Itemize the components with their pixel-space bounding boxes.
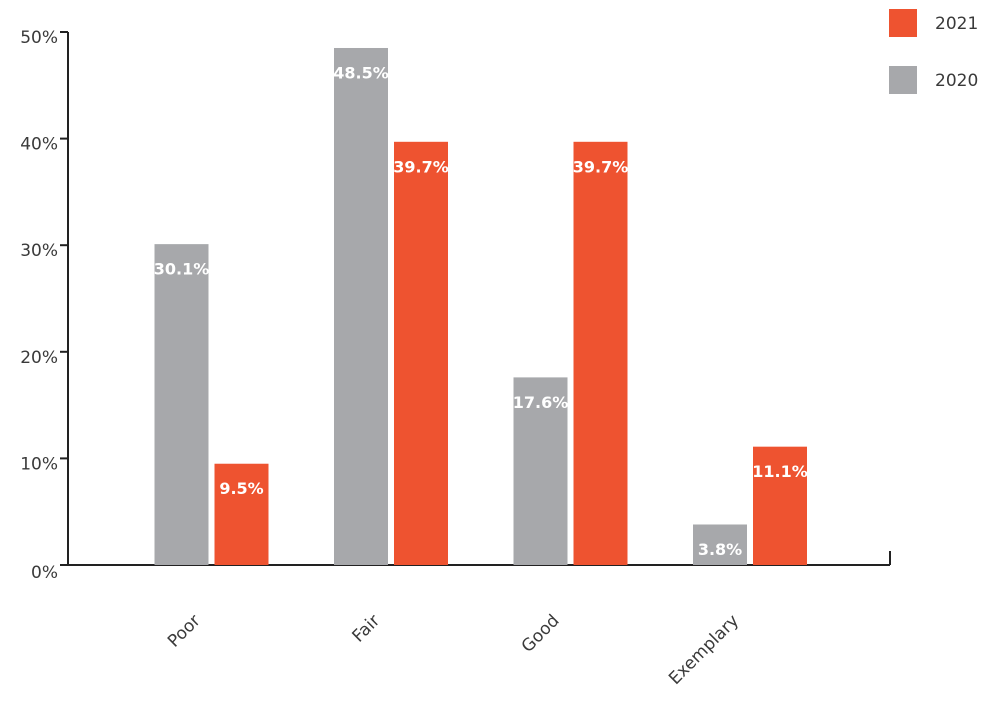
bar — [394, 141, 448, 565]
value-label: 30.1% — [154, 260, 210, 279]
bar — [753, 446, 807, 565]
value-label: 3.8% — [698, 540, 742, 559]
value-label: 17.6% — [513, 393, 569, 412]
legend-swatch — [889, 9, 917, 37]
legend-swatch — [889, 66, 917, 94]
legend-label: 2021 — [935, 14, 978, 34]
x-tick-label: Fair — [348, 611, 384, 647]
bar — [573, 141, 628, 565]
bar — [334, 47, 388, 566]
value-label: 39.7% — [573, 157, 629, 176]
y-tick-label: 50% — [20, 28, 58, 48]
value-label: 11.1% — [752, 462, 808, 481]
value-label: 39.7% — [393, 157, 449, 176]
value-label: 48.5% — [333, 63, 389, 82]
y-tick-label: 0% — [31, 563, 58, 583]
x-tick-label: Exemplary — [665, 611, 743, 689]
y-tick-label: 40% — [20, 135, 58, 155]
bar — [693, 524, 747, 565]
y-tick-label: 20% — [20, 348, 58, 368]
x-tick-label: Poor — [164, 611, 205, 652]
x-tick-label: Good — [518, 611, 564, 657]
value-label: 9.5% — [219, 479, 263, 498]
y-tick-label: 10% — [20, 454, 58, 474]
bar — [214, 463, 269, 565]
legend-label: 2020 — [935, 71, 978, 91]
bar — [513, 377, 568, 565]
y-tick-label: 30% — [20, 241, 58, 261]
bar — [154, 244, 209, 565]
